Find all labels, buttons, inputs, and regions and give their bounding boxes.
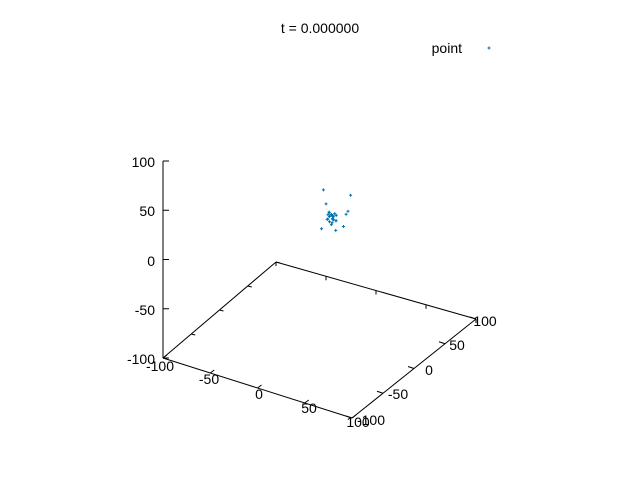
data-point (331, 214, 335, 218)
data-point (327, 220, 331, 224)
x-tick-label: -50 (199, 371, 219, 387)
legend-label: point (432, 40, 462, 56)
data-point (344, 212, 348, 216)
z-tick-labels: 100 50 0 -50 -100 (127, 154, 155, 367)
x-tick (257, 384, 262, 389)
data-point (330, 221, 334, 225)
y-tick (376, 390, 384, 394)
data-point (321, 188, 325, 192)
data-point (334, 228, 338, 232)
data-point (320, 227, 324, 231)
y-tick (438, 341, 446, 345)
chart-title: t = 0.000000 (281, 20, 359, 36)
z-tick-label: -50 (135, 302, 155, 318)
data-point (349, 193, 353, 197)
data-point (346, 209, 350, 213)
left-edge-tick (275, 261, 281, 264)
x-tick (209, 369, 215, 374)
x-tick (162, 354, 168, 359)
legend-marker (487, 46, 491, 50)
y-tick-label: 50 (449, 337, 465, 353)
x-tick-label: 0 (255, 386, 263, 402)
y-tick-label: 100 (473, 313, 497, 329)
left-edge-tick (191, 333, 196, 336)
x-tick (351, 414, 357, 419)
z-tick-label: -100 (127, 351, 155, 367)
y-tick-label: -100 (357, 412, 385, 428)
legend-marker-symbol (487, 46, 491, 50)
data-point (334, 213, 338, 217)
left-edge-tick (247, 285, 252, 288)
data-point (341, 224, 345, 228)
data-point (333, 212, 337, 216)
data-point (324, 202, 328, 206)
y-tick-label: 0 (425, 362, 433, 378)
x-tick-label: -100 (146, 358, 174, 374)
y-tick (469, 316, 477, 320)
x-tick (304, 399, 310, 404)
y-tick-labels: -100 -50 0 50 100 (357, 313, 497, 428)
data-point (327, 210, 331, 214)
left-edge-tick (162, 357, 168, 360)
data-point (326, 213, 330, 217)
data-point (326, 217, 330, 221)
data-point (330, 213, 334, 217)
x-tick-label: 50 (301, 400, 317, 416)
z-tick-label: 100 (132, 154, 156, 170)
y-tick (345, 415, 353, 419)
left-edge-tick (219, 309, 224, 312)
x-tick-label: 100 (346, 414, 370, 430)
data-point (334, 219, 338, 223)
z-tick-label: 50 (139, 203, 155, 219)
legend: point (432, 40, 491, 56)
scatter-points (320, 188, 353, 232)
y-tick-label: -50 (388, 386, 408, 402)
x-tick-labels: -100 -50 0 50 100 (146, 358, 370, 430)
data-point (327, 214, 331, 218)
z-tick-label: 0 (147, 253, 155, 269)
data-point (331, 218, 335, 222)
y-tick (407, 366, 415, 369)
data-point (329, 223, 333, 227)
tick-marks (162, 160, 477, 419)
